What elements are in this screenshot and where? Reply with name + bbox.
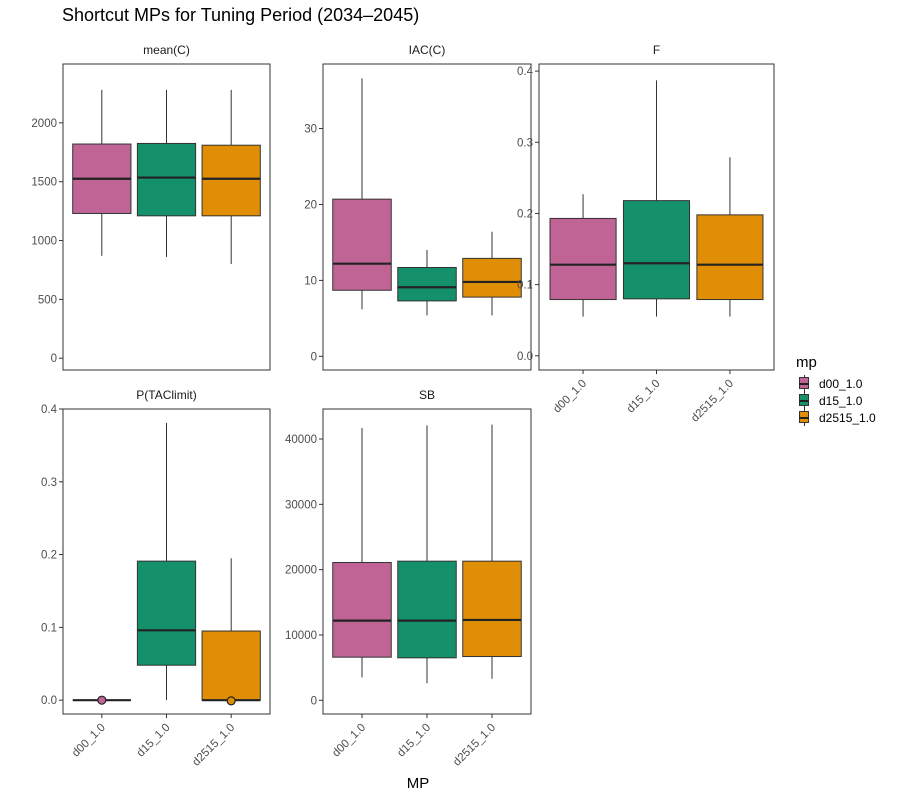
x-tick-label: d15_1.0 <box>135 722 173 760</box>
y-tick-label: 0.3 <box>517 137 533 149</box>
box <box>462 560 522 658</box>
facet-panel: F 0.0 0.1 0.2 0.3 0.4 d00_1.0 d15_1.0 d2515_1.0 <box>517 43 775 425</box>
boxplot-d15_1.0 <box>397 250 457 316</box>
y-tick-label: 1000 <box>31 236 57 248</box>
y-tick-label: 10 <box>304 275 317 287</box>
boxplot-d2515_1.0 <box>201 89 261 265</box>
x-tick-label: d15_1.0 <box>395 722 433 760</box>
legend-key <box>796 375 813 392</box>
box <box>397 560 457 659</box>
boxplot-d00_1.0 <box>332 427 392 678</box>
boxplot-d15_1.0 <box>136 422 197 701</box>
x-tick-label: d00_1.0 <box>70 722 108 760</box>
legend-item-d00: d00_1.0 <box>796 375 876 392</box>
y-tick-label: 0.1 <box>41 622 57 634</box>
panel-border <box>62 63 271 371</box>
x-axis-title: MP <box>406 775 430 792</box>
y-tick-label: 20 <box>304 199 317 211</box>
legend-item-d2515: d2515_1.0 <box>796 409 876 426</box>
panel-border <box>322 63 532 371</box>
boxplot-d2515_1.0 <box>462 231 522 316</box>
facet-panel: IAC(C) 0 10 20 30 <box>304 43 532 371</box>
y-tick-label: 20000 <box>285 565 317 577</box>
legend: mp d00_1.0 d15_1.0 d2515_1.0 <box>796 354 876 426</box>
facet-panel: P(TAClimit) 0.0 0.1 0.2 0.3 0.4 d00_1.0 d15_1.0… <box>41 388 271 769</box>
legend-key <box>796 392 813 409</box>
facet-title: F <box>653 43 660 57</box>
box <box>136 560 197 666</box>
box <box>462 257 522 298</box>
box <box>696 214 764 301</box>
y-tick-label: 0.0 <box>517 351 533 363</box>
legend-label: d2515_1.0 <box>819 410 876 425</box>
box <box>332 561 392 658</box>
outlier-point <box>97 695 107 705</box>
y-tick-label: 2000 <box>31 118 57 130</box>
x-tick-label: d2515_1.0 <box>451 722 498 769</box>
y-tick-label: 30 <box>304 124 317 136</box>
legend-title: mp <box>796 354 817 371</box>
box <box>136 142 197 217</box>
y-tick-label: 1500 <box>31 177 57 189</box>
legend-label: d15_1.0 <box>819 393 863 408</box>
facet-panel: mean(C) 0 500 1000 1500 2000 <box>31 43 271 371</box>
box <box>549 217 617 301</box>
y-tick-label: 0 <box>311 695 317 707</box>
boxplot-d2515_1.0 <box>696 157 764 317</box>
legend-item-d15: d15_1.0 <box>796 392 876 409</box>
box <box>397 266 457 302</box>
facet-panel: SB 0 10000 20000 30000 40000 d00_1.0 d15_1.0 d25… <box>285 388 532 769</box>
box <box>622 200 691 300</box>
boxplot-d15_1.0 <box>136 89 197 258</box>
boxplot-d00_1.0 <box>72 695 131 705</box>
chart-title: Shortcut MPs for Tuning Period (2034–204… <box>62 5 420 25</box>
y-tick-label: 0.2 <box>517 208 533 220</box>
boxplot-d2515_1.0 <box>462 424 522 679</box>
legend-key <box>796 409 813 426</box>
box <box>201 144 261 217</box>
facet-title: mean(C) <box>143 43 190 57</box>
y-tick-label: 0.2 <box>41 550 57 562</box>
box <box>201 630 261 701</box>
x-tick-label: d2515_1.0 <box>190 722 237 769</box>
y-tick-label: 500 <box>38 294 57 306</box>
y-tick-label: 10000 <box>285 630 317 642</box>
boxplot-d00_1.0 <box>549 194 617 317</box>
box <box>332 198 392 291</box>
x-tick-label: d00_1.0 <box>330 722 368 760</box>
facet-title: SB <box>419 388 435 402</box>
x-tick-label: d15_1.0 <box>625 378 663 416</box>
y-tick-label: 0 <box>51 353 57 365</box>
boxplot-d15_1.0 <box>397 425 457 684</box>
boxplot-d15_1.0 <box>622 80 691 317</box>
boxplot-d00_1.0 <box>72 89 132 256</box>
facet-title: IAC(C) <box>409 43 446 57</box>
y-tick-label: 0.3 <box>41 477 57 489</box>
y-tick-label: 0 <box>311 351 317 363</box>
boxplot-d00_1.0 <box>332 78 392 310</box>
facet-title: P(TAClimit) <box>136 388 196 402</box>
boxplot-d2515_1.0 <box>201 558 261 706</box>
x-tick-label: d00_1.0 <box>551 378 589 416</box>
legend-label: d00_1.0 <box>819 376 863 391</box>
y-tick-label: 0.4 <box>517 66 534 78</box>
y-tick-label: 30000 <box>285 499 317 511</box>
y-tick-label: 40000 <box>285 434 317 446</box>
y-tick-label: 0.4 <box>41 404 58 416</box>
y-tick-label: 0.0 <box>41 695 57 707</box>
x-tick-label: d2515_1.0 <box>689 378 736 425</box>
y-tick-label: 0.1 <box>517 280 533 292</box>
outlier-point <box>226 696 236 706</box>
